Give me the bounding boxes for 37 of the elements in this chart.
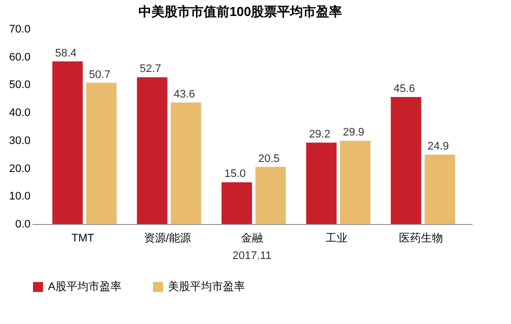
text: 2017.11 — [232, 250, 272, 262]
data-label: 24.9 — [427, 140, 449, 153]
bar — [52, 61, 83, 224]
chart-title: 中美股市市值前100股票平均市盈率 — [138, 4, 342, 19]
legend-label: A股平均市盈率 — [48, 280, 122, 293]
bar — [170, 102, 202, 224]
y-tick-label: 30.0 — [9, 134, 30, 147]
x-tick-label: 医药生物 — [399, 232, 444, 244]
data-label: 58.4 — [55, 47, 77, 60]
data-label: 29.2 — [308, 128, 330, 141]
y-tick-label: 40.0 — [9, 107, 30, 120]
bar — [86, 82, 117, 224]
bar — [255, 166, 286, 224]
x-tick-label: 资源/能源 — [144, 232, 191, 244]
y-tick-label: 50.0 — [9, 79, 30, 92]
bar — [390, 96, 422, 224]
data-label: 52.7 — [140, 63, 162, 76]
bar — [136, 77, 168, 224]
y-tick-label: 60.0 — [9, 51, 30, 64]
data-label: 50.7 — [88, 68, 110, 81]
bar — [222, 182, 252, 224]
y-tick-label: 70.0 — [9, 24, 30, 36]
data-label: 20.5 — [258, 152, 280, 165]
x-tick-label: TMT — [71, 232, 94, 244]
x-tick-label: 工业 — [326, 232, 348, 244]
bar — [424, 154, 456, 224]
y-tick-label: 0.0 — [15, 218, 30, 230]
y-tick-label: 10.0 — [9, 190, 30, 203]
y-tick-label: 20.0 — [9, 162, 30, 175]
x-tick-label: 金融 — [241, 232, 263, 244]
bar — [340, 140, 370, 224]
data-label: 29.9 — [342, 126, 364, 139]
data-label: 45.6 — [394, 82, 416, 95]
bar — [306, 142, 337, 224]
data-label: 15.0 — [224, 168, 246, 180]
legend-label: 美股平均市盈率 — [168, 280, 245, 293]
data-label: 43.6 — [174, 88, 196, 101]
